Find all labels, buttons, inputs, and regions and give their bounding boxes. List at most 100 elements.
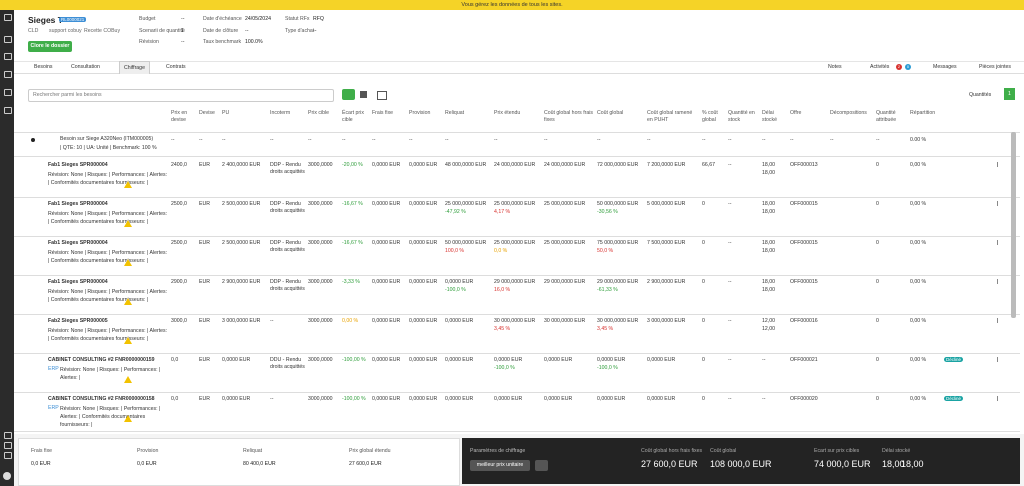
cell-note: 18,00 — [762, 248, 775, 254]
tab[interactable]: Consultation — [71, 64, 100, 70]
cell: 2 900,0000 EUR — [222, 279, 261, 285]
cell: -- — [494, 137, 498, 143]
row-name: Fab1 Sieges SPR000004 — [48, 201, 108, 207]
cell-note: 16,0 % — [494, 287, 511, 293]
cell: 18,00 — [762, 162, 775, 168]
cell: 0,00 % — [910, 396, 927, 402]
right-tab[interactable]: Messages — [933, 64, 957, 70]
cell: -- — [728, 357, 732, 363]
column-header: Provision — [409, 110, 431, 116]
cell: -16,67 % — [342, 240, 363, 246]
cell: 0,0000 EUR — [372, 396, 401, 402]
close-button[interactable]: Clore le dossier — [28, 41, 72, 52]
row-menu[interactable] — [997, 162, 998, 167]
cell: EUR — [199, 162, 210, 168]
cell: 0,00 % — [910, 279, 927, 285]
search[interactable]: Rechercher parmi les besoins — [28, 89, 334, 102]
field-value: RFQ — [313, 16, 324, 22]
cell: 75 000,0000 EUR — [597, 240, 639, 246]
cell: -- — [728, 396, 732, 402]
cell: 3000,0000 — [308, 279, 333, 285]
cell: 0,0000 EUR — [544, 357, 573, 363]
right-tab[interactable]: Activités — [870, 64, 890, 70]
view-btn[interactable] — [342, 89, 355, 100]
row-details: Révision: None | Risques: | Performances… — [48, 250, 168, 264]
cell: 3000,0000 — [308, 396, 333, 402]
view-btn[interactable] — [360, 91, 367, 98]
tab[interactable]: Chiffrage — [119, 61, 150, 74]
cell: -- — [647, 137, 651, 143]
total-label: Provision — [137, 448, 159, 454]
meta: CLD — [28, 28, 39, 34]
total-value: 27 600,0 EUR — [349, 461, 382, 467]
cell: DDP - Rendu droits acquittés — [270, 162, 305, 175]
cell: -- — [171, 137, 175, 143]
row-menu[interactable] — [997, 318, 998, 323]
tab[interactable]: Contrats — [166, 64, 186, 70]
cell: 0,0000 EUR — [372, 201, 401, 207]
cell: 29 000,0000 EUR — [544, 279, 586, 285]
right-tab[interactable]: Notes — [828, 64, 842, 70]
row-menu[interactable] — [997, 396, 998, 401]
cell: -- — [270, 396, 274, 402]
cell: 0,00 % — [910, 201, 927, 207]
cell: DDP - Rendu droits acquittés — [270, 201, 305, 214]
quantity[interactable]: 1 — [1004, 88, 1015, 100]
total-label: Prix global étendu — [349, 448, 391, 454]
activity-badge: 2 — [896, 64, 902, 70]
cell-note: 50,0 % — [597, 248, 614, 254]
cell: 0 — [876, 201, 879, 207]
cell: -- — [222, 137, 226, 143]
cell: 25 000,0000 EUR — [494, 201, 536, 207]
cell: 0.00 % — [910, 137, 927, 143]
right-tab[interactable]: Pièces jointes — [979, 64, 1012, 70]
cell: 0 — [702, 357, 705, 363]
cell: EUR — [199, 240, 210, 246]
cell: -- — [270, 318, 274, 324]
row-name: Fab1 Sieges SPR000004 — [48, 162, 108, 168]
column-header: Prix cible — [308, 110, 330, 116]
cell: 3000,0000 — [308, 162, 333, 168]
cell: 24 000,0000 EUR — [544, 162, 586, 168]
row-menu[interactable] — [997, 201, 998, 206]
cell: 29 000,0000 EUR — [597, 279, 639, 285]
row-menu[interactable] — [997, 240, 998, 245]
column-header: Délai stocké — [762, 110, 777, 123]
column-header: % coût global — [702, 110, 718, 123]
cell: 0 — [702, 201, 705, 207]
cell: 2 500,0000 EUR — [222, 240, 261, 246]
row-sep — [14, 353, 1020, 354]
row-sep — [14, 392, 1020, 393]
row-details: Révision: None | Risques: | Performances… — [60, 367, 161, 381]
field-value: -- — [245, 27, 249, 34]
cell-note: 3,45 % — [494, 326, 511, 332]
row-sep — [14, 156, 1020, 157]
field-value: -- — [181, 39, 185, 45]
cell: OFF000015 — [790, 240, 818, 246]
cell: 0,00 % — [910, 357, 927, 363]
cell: 0 — [876, 240, 879, 246]
group-dot — [31, 138, 35, 142]
cell: 50 000,0000 EUR — [597, 201, 639, 207]
cell: 0,0000 EUR — [647, 396, 676, 402]
view-btn[interactable] — [377, 91, 387, 100]
row-menu[interactable] — [997, 357, 998, 362]
stat-value: 18,00 — [882, 459, 905, 469]
cell: 0,00 % — [910, 240, 927, 246]
cell: 0,0000 EUR — [372, 162, 401, 168]
cell: 0,00 % — [342, 318, 359, 324]
cell: 0,0000 EUR — [494, 357, 523, 363]
cell: OFF000020 — [790, 396, 818, 402]
cell-note: 100,0 % — [445, 248, 465, 254]
column-header: Prix étendu — [494, 110, 521, 116]
row-sep — [14, 197, 1020, 198]
cell: 2500,0 — [171, 240, 187, 246]
total-value: 0,0 EUR — [137, 461, 157, 467]
row-menu[interactable] — [997, 279, 998, 284]
refresh-btn[interactable] — [535, 460, 548, 471]
row-name: Fab2 Sieges SPR000005 — [48, 318, 108, 324]
group-details: | QTE: 10 | UA: Unité | Benchmark: 100 % — [60, 145, 157, 151]
cell: -- — [342, 137, 346, 143]
tab[interactable]: Besoins — [34, 64, 53, 70]
settings-button[interactable]: meilleur prix unitaire — [470, 460, 530, 471]
